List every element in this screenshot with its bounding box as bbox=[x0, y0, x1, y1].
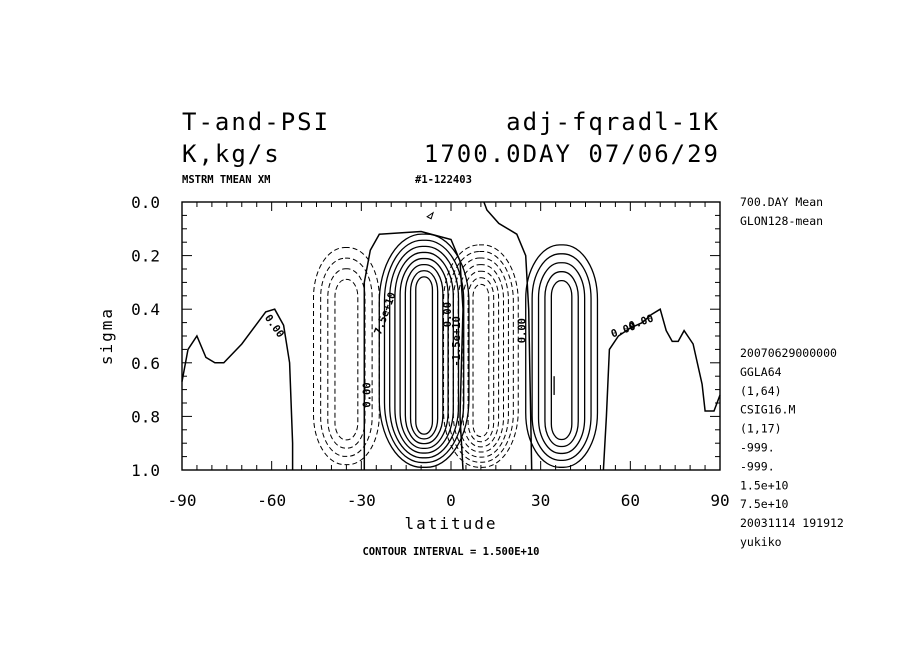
positive-contour bbox=[399, 257, 449, 449]
tick-labels: -90 -60 -30 0 30 60 90 0.0 0.2 0.4 0.6 0.8 1.0 bbox=[131, 193, 730, 510]
contour-label: 0.00 bbox=[262, 312, 286, 340]
y-tick-label: 0.2 bbox=[131, 247, 160, 266]
side-info: 700.DAY Mean GLON128-mean 20070629000000 GG… bbox=[740, 195, 844, 549]
contour-label: 0.00 bbox=[442, 302, 454, 327]
x-tick-label: 90 bbox=[710, 491, 729, 510]
negative-contour bbox=[334, 278, 359, 441]
chart-units: K,kg/s bbox=[182, 140, 281, 168]
chart-time: 1700.0DAY 07/06/29 bbox=[424, 140, 720, 168]
negative-contour bbox=[313, 247, 380, 466]
negative-contour bbox=[467, 277, 495, 443]
positive-contour bbox=[525, 244, 599, 468]
contour-label: 0.00 bbox=[609, 321, 637, 341]
negative-contour bbox=[443, 244, 519, 468]
side-info-line: 7.5e+10 bbox=[740, 497, 789, 511]
side-info-line: GLON128-mean bbox=[740, 214, 823, 228]
negative-contour bbox=[457, 264, 505, 453]
zero-contour bbox=[363, 230, 464, 471]
x-tick-label: 0 bbox=[446, 491, 456, 510]
side-info-line: CSIG16.M bbox=[740, 403, 795, 417]
negative-contour bbox=[447, 250, 514, 463]
x-tick-label: -30 bbox=[347, 491, 376, 510]
chart-subtitle-left: MSTRM TMEAN XM bbox=[182, 174, 271, 186]
y-axis-label: sigma bbox=[97, 307, 116, 365]
positive-contour bbox=[550, 279, 573, 441]
y-tick-label: 0.8 bbox=[131, 407, 160, 426]
zero-contour bbox=[483, 201, 533, 471]
positive-contour bbox=[383, 239, 465, 464]
x-axis-label: latitude bbox=[404, 514, 497, 533]
x-tick-label: 60 bbox=[621, 491, 640, 510]
chart-subtitle-right: #1-122403 bbox=[415, 174, 472, 186]
side-info-line: (1,17) bbox=[740, 422, 782, 436]
contour-lines bbox=[181, 201, 721, 471]
zero-contour bbox=[426, 211, 435, 220]
side-info-line: -999. bbox=[740, 441, 775, 455]
x-tick-label: -60 bbox=[257, 491, 286, 510]
positive-contour bbox=[404, 264, 444, 445]
chart-variable: T-and-PSI bbox=[182, 108, 330, 136]
y-tick-label: 0.4 bbox=[131, 300, 160, 319]
side-info-line: -999. bbox=[740, 459, 775, 473]
negative-contour bbox=[452, 257, 509, 458]
y-tick-label: 1.0 bbox=[131, 461, 160, 480]
side-info-line: 700.DAY Mean bbox=[740, 195, 823, 209]
side-info-line: 20070629000000 bbox=[740, 346, 837, 360]
zero-contour bbox=[602, 308, 721, 471]
contour-label: -1.5e+10 bbox=[451, 316, 463, 367]
side-info-line: (1,64) bbox=[740, 384, 782, 398]
positive-contour bbox=[378, 233, 470, 468]
x-tick-label: -90 bbox=[168, 491, 197, 510]
negative-contour bbox=[327, 268, 366, 449]
contour-label: 0.00 bbox=[361, 382, 373, 407]
zero-contour bbox=[181, 308, 294, 470]
side-info-line: 20031114 191912 bbox=[740, 516, 844, 530]
x-tick-label: 30 bbox=[531, 491, 550, 510]
y-tick-label: 0.0 bbox=[131, 193, 160, 212]
side-info-line: GGLA64 bbox=[740, 365, 782, 379]
chart-experiment: adj-fqradl-1K bbox=[506, 108, 720, 136]
negative-contour bbox=[320, 257, 373, 457]
axis-ticks bbox=[181, 201, 721, 471]
contour-label: 0.00 bbox=[517, 318, 529, 343]
positive-contour bbox=[415, 276, 434, 435]
positive-contour bbox=[544, 271, 579, 448]
positive-contour bbox=[409, 270, 439, 440]
y-tick-label: 0.6 bbox=[131, 354, 160, 373]
negative-contour bbox=[472, 283, 490, 438]
contour-interval-text: CONTOUR INTERVAL = 1.500E+10 bbox=[362, 546, 539, 558]
side-info-line: yukiko bbox=[740, 535, 782, 549]
positive-contour bbox=[537, 262, 586, 455]
side-info-line: 1.5e+10 bbox=[740, 478, 789, 492]
positive-contour bbox=[531, 253, 592, 462]
negative-contour bbox=[462, 270, 500, 448]
